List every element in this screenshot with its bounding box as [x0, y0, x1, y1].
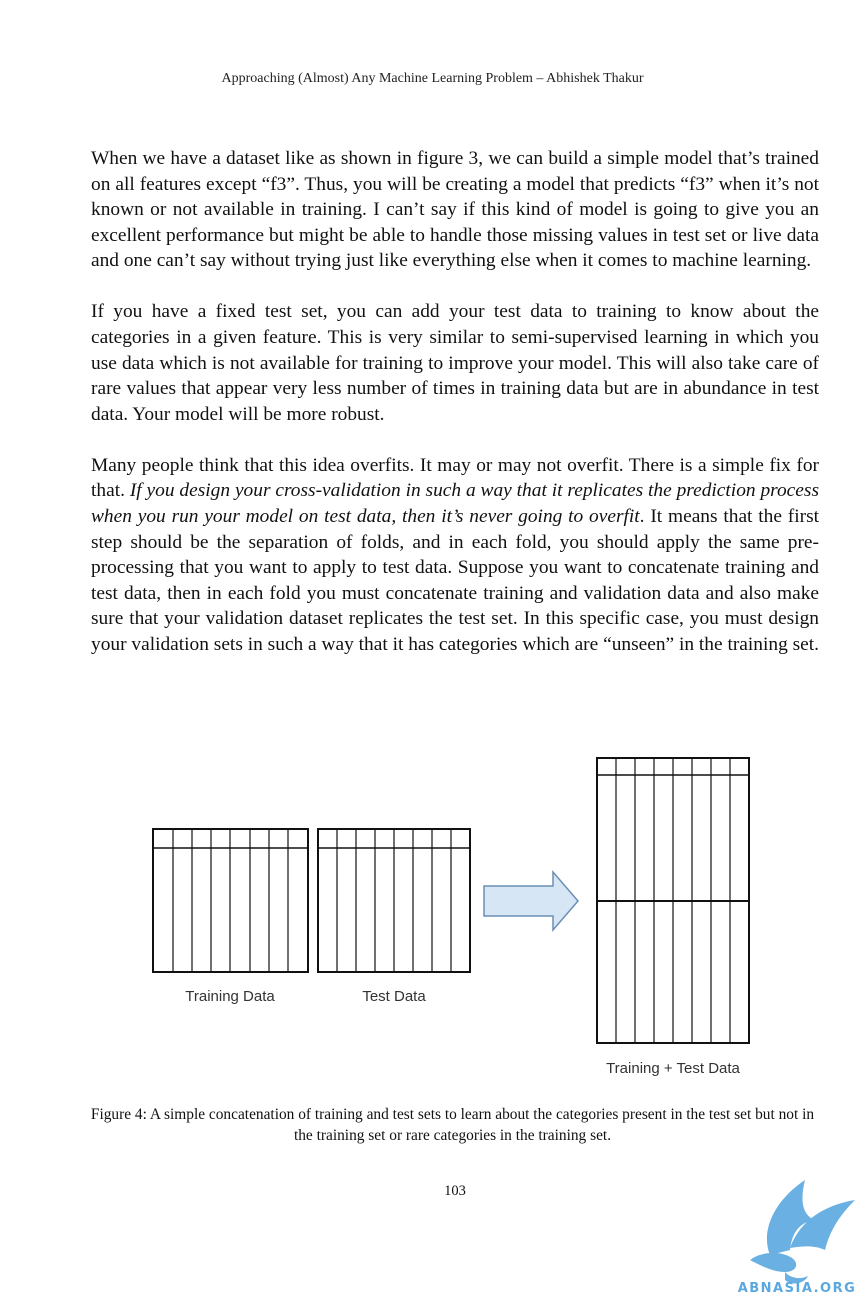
page-number: 103	[444, 1183, 466, 1199]
test-data-table	[317, 828, 471, 973]
watermark-text: ABNASIA.ORG	[738, 1281, 857, 1296]
test-data-label: Test Data	[362, 988, 426, 1005]
abnasia-watermark-logo: ABNASIA.ORG	[738, 1180, 857, 1296]
combined-data-label: Training + Test Data	[606, 1060, 740, 1077]
paragraph-3-emphasis: If you design your cross-validation in s…	[91, 480, 819, 527]
paragraph-3: Many people think that this idea overfit…	[91, 453, 819, 658]
paragraph-3-rest: . It means that the first step should be…	[91, 505, 820, 655]
figure-4: Training Data Test Data Training + Test …	[0, 740, 865, 1090]
paragraph-2: If you have a fixed test set, you can ad…	[91, 301, 819, 425]
combined-data-table	[596, 757, 750, 1044]
right-arrow-icon	[483, 869, 579, 933]
figure-caption: Figure 4: A simple concatenation of trai…	[90, 1106, 815, 1144]
paragraph-3-lead: Many people think that this idea overfit…	[91, 454, 819, 502]
concatenation-diagram	[152, 757, 750, 1044]
training-data-table	[152, 828, 309, 973]
running-header: Approaching (Almost) Any Machine Learnin…	[221, 71, 644, 86]
training-data-label: Training Data	[185, 988, 275, 1005]
paragraph-1: When we have a dataset like as shown in …	[91, 148, 819, 272]
body-text: When we have a dataset like as shown in …	[91, 146, 819, 683]
